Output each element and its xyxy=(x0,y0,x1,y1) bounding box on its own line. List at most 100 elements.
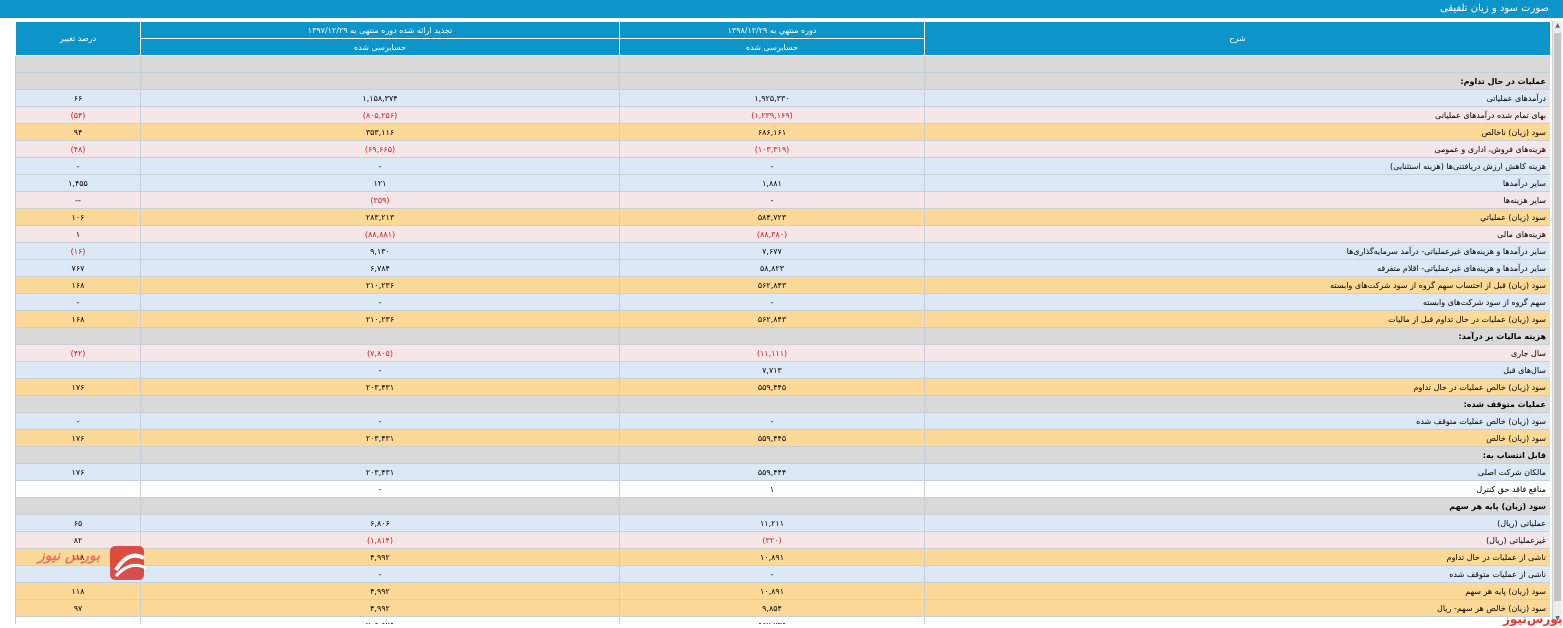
row-previous-value: ۲۰۳,۴۳۱ xyxy=(140,378,620,396)
row-percent-change xyxy=(15,497,141,515)
row-previous-value: ۴,۹۹۲ xyxy=(140,548,620,566)
row-current-value: ۶۸۶,۱۶۱ xyxy=(619,123,925,141)
bourse-news-logo: بورس نیوز xyxy=(38,542,150,592)
scroll-up-arrow-icon[interactable]: ▲ xyxy=(1555,22,1560,29)
row-current-value: (۳۲۰) xyxy=(619,531,925,549)
row-percent-change: (۵۴) xyxy=(15,106,141,124)
row-percent-change: ۱۶۸ xyxy=(15,276,141,294)
row-previous-value xyxy=(140,497,620,515)
row-current-value: (۸۸,۳۸۰) xyxy=(619,225,925,243)
row-label: سایر درآمدها و هزینه‌های غیرعملیاتی- اقل… xyxy=(924,259,1550,277)
row-current-value: - xyxy=(619,412,925,430)
table-row: سود (زیان) ناخالص ۶۸۶,۱۶۱ ۳۵۳,۱۱۶ ۹۴ xyxy=(15,123,1550,141)
row-current-value: ۷,۷۱۳ xyxy=(619,361,925,379)
table-row: سود (زیان) عملیات در حال تداوم قبل از ما… xyxy=(15,310,1550,328)
row-percent-change: - xyxy=(15,412,141,430)
row-current-value: ۵۵۹,۴۴۴ xyxy=(619,463,925,481)
row-current-value: ۱,۹۲۵,۳۳۰ xyxy=(619,89,925,107)
row-previous-value: (۶۹,۶۶۵) xyxy=(140,140,620,158)
scroll-down-arrow-icon[interactable]: ▼ xyxy=(1555,615,1560,622)
row-label: سود (زیان) خالص هر سهم- ریال xyxy=(924,599,1550,617)
row-label: منافع فاقد حق کنترل xyxy=(924,480,1550,498)
scroll-thumb[interactable] xyxy=(1554,33,1561,601)
row-percent-change: ۱۷۶ xyxy=(15,429,141,447)
section-row: قابل انتساب به: xyxy=(15,446,1550,464)
row-percent-change xyxy=(15,395,141,413)
row-previous-value: ۲۸۳,۲۱۳ xyxy=(140,208,620,226)
row-label: سود (زیان) پایه هر سهم xyxy=(924,582,1550,600)
row-percent-change: ۱,۴۵۵ xyxy=(15,174,141,192)
row-label: هزینه مالیات بر درآمد: xyxy=(924,327,1550,345)
row-current-value xyxy=(619,497,925,515)
row-current-value: (۱۱,۱۱۱) xyxy=(619,344,925,362)
row-percent-change: - xyxy=(15,293,141,311)
row-current-value xyxy=(619,446,925,464)
row-previous-value: - xyxy=(140,480,620,498)
row-percent-change: ۱۱۸ xyxy=(15,582,141,600)
table-row: سهم گروه از سود شرکت‌های وابسته - - - xyxy=(15,293,1550,311)
row-percent-change: (۴۸) xyxy=(15,140,141,158)
row-percent-change xyxy=(15,327,141,345)
row-previous-value: ۲۱۰,۲۳۶ xyxy=(140,310,620,328)
row-current-value xyxy=(619,55,925,73)
table-row: هزینه‌های مالی (۸۸,۳۸۰) (۸۸,۸۸۱) ۱ xyxy=(15,225,1550,243)
row-previous-value: - xyxy=(140,157,620,175)
table-row: درآمدهای عملیاتی ۱,۹۲۵,۳۳۰ ۱,۱۵۸,۳۷۴ ۶۶ xyxy=(15,89,1550,107)
row-percent-change: ۹۴ xyxy=(15,123,141,141)
row-label: عملیاتی (ریال) xyxy=(924,514,1550,532)
section-row: عملیات در حال تداوم: xyxy=(15,72,1550,90)
income-statement-table-wrapper: شرح دوره منتهي به ۱۳۹۸/۱۲/۲۹ تجدید ارائه… xyxy=(15,21,1550,624)
header-previous-audit-status: حسابرسی شده xyxy=(140,38,620,56)
row-label: غیرعملیاتی (ریال) xyxy=(924,531,1550,549)
row-previous-value: - xyxy=(140,361,620,379)
row-label: سایر درآمدها xyxy=(924,174,1550,192)
row-percent-change xyxy=(15,446,141,464)
row-percent-change: - xyxy=(15,157,141,175)
row-current-value: (۱۰۳,۳۱۹) xyxy=(619,140,925,158)
table-row: سایر درآمدها و هزینه‌های غیرعملیاتی- درآ… xyxy=(15,242,1550,260)
row-label: مالکان شرکت اصلی xyxy=(924,463,1550,481)
row-label: ناشی از عملیات در حال تداوم xyxy=(924,548,1550,566)
row-percent-change: ۱۶۸ xyxy=(15,310,141,328)
row-previous-value: ۲۰۵,۵۲۵ xyxy=(140,616,620,624)
table-row: سایر هزینه‌ها - (۳۵۹) -- xyxy=(15,191,1550,209)
table-row: سایر درآمدها ۱,۸۸۱ ۱۲۱ ۱,۴۵۵ xyxy=(15,174,1550,192)
row-percent-change xyxy=(15,480,141,498)
row-current-value: ۵۶۷,۷۳۵ xyxy=(619,616,925,624)
table-row: سایر درآمدها و هزینه‌های غیرعملیاتی- اقل… xyxy=(15,259,1550,277)
row-current-value: - xyxy=(619,293,925,311)
row-label: هزینه‌های فروش، اداری و عمومی xyxy=(924,140,1550,158)
table-row: سود (زیان) خالص عملیات متوقف شده - - - xyxy=(15,412,1550,430)
row-previous-value: ۳۵۳,۱۱۶ xyxy=(140,123,620,141)
row-percent-change: ۱۰۶ xyxy=(15,208,141,226)
row-current-value: ۵۵۹,۴۴۵ xyxy=(619,429,925,447)
row-previous-value: (۱,۸۱۴) xyxy=(140,531,620,549)
row-previous-value: (۳۵۹) xyxy=(140,191,620,209)
row-percent-change: ۶۶ xyxy=(15,89,141,107)
row-label: قابل انتساب به: xyxy=(924,446,1550,464)
row-percent-change: ۷۶۷ xyxy=(15,259,141,277)
vertical-scrollbar[interactable]: ▲ ▼ xyxy=(1552,21,1562,624)
income-statement-table: شرح دوره منتهي به ۱۳۹۸/۱۲/۲۹ تجدید ارائه… xyxy=(15,21,1550,624)
row-label: سود (زیان) خالص عملیات در حال تداوم xyxy=(924,378,1550,396)
row-label: سود (زیان) قبل از احتساب سهم گروه از سود… xyxy=(924,276,1550,294)
row-previous-value: - xyxy=(140,565,620,583)
table-row: سود (زیان) عملیاتي ۵۸۴,۷۲۳ ۲۸۳,۲۱۳ ۱۰۶ xyxy=(15,208,1550,226)
table-body: عملیات در حال تداوم: درآمدهای عملیاتی ۱,۹۲… xyxy=(15,55,1550,624)
row-label: سرمایه xyxy=(924,616,1550,624)
table-row: هزینه‌های فروش، اداری و عمومی (۱۰۳,۳۱۹) (۶… xyxy=(15,140,1550,158)
row-percent-change: -- xyxy=(15,191,141,209)
row-label: سایر درآمدها و هزینه‌های غیرعملیاتی- درآ… xyxy=(924,242,1550,260)
row-current-value: ۵۵۹,۴۴۵ xyxy=(619,378,925,396)
row-percent-change: ۹۷ xyxy=(15,599,141,617)
row-percent-change: ۸۲ xyxy=(15,531,141,549)
row-previous-value: ۱,۱۵۸,۳۷۴ xyxy=(140,89,620,107)
row-label: سال‌های قبل xyxy=(924,361,1550,379)
table-row: سود (زیان) قبل از احتساب سهم گروه از سود… xyxy=(15,276,1550,294)
table-row: سود (زیان) خالص عملیات در حال تداوم ۵۵۹,۴… xyxy=(15,378,1550,396)
bourse-news-emblem-icon xyxy=(110,546,147,580)
section-row: هزینه مالیات بر درآمد: xyxy=(15,327,1550,345)
row-label: سود (زیان) عملیات در حال تداوم قبل از ما… xyxy=(924,310,1550,328)
header-current-audit-status: حسابرسی شده xyxy=(619,38,925,56)
row-current-value: ۵۸۴,۷۲۳ xyxy=(619,208,925,226)
